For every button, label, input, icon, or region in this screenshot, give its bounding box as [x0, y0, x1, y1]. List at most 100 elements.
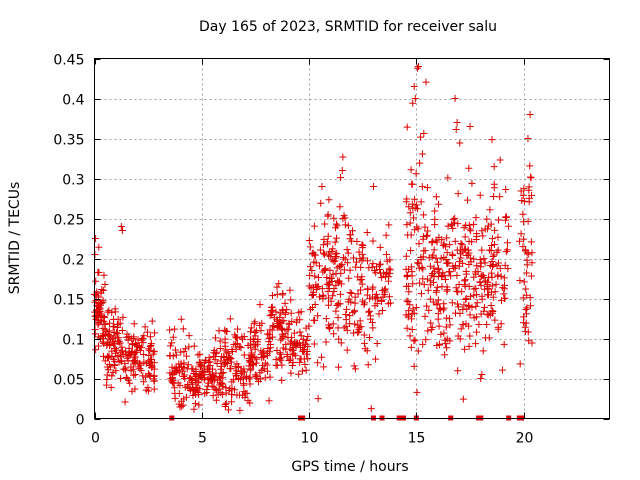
data-point [526, 111, 534, 118]
data-point [459, 321, 467, 329]
data-point [414, 259, 422, 267]
data-point [349, 227, 357, 235]
data-point [130, 371, 138, 379]
data-point [254, 336, 262, 344]
data-point [338, 167, 346, 174]
data-point [481, 303, 489, 311]
data-point [326, 325, 334, 333]
data-point [368, 285, 376, 293]
data-point [520, 218, 528, 226]
x-tick-label: 5 [198, 431, 207, 447]
data-point [346, 289, 354, 297]
data-point [222, 359, 230, 367]
data-point [180, 371, 188, 379]
data-point [526, 302, 534, 310]
data-point [318, 353, 326, 361]
data-point [480, 274, 488, 282]
data-point [108, 372, 116, 380]
data-point [454, 220, 462, 228]
data-point [112, 367, 120, 375]
data-point [198, 374, 206, 382]
data-point [331, 250, 339, 258]
data-point [411, 226, 419, 234]
data-point [253, 355, 261, 363]
data-point [333, 301, 341, 309]
y-tick-label: 0.45 [53, 53, 84, 69]
data-point [325, 301, 333, 309]
y-tick-label: 0 [76, 413, 85, 429]
data-point [416, 159, 424, 167]
data-point [194, 351, 202, 359]
data-point [446, 241, 454, 249]
data-point [488, 307, 496, 315]
data-point [190, 405, 198, 413]
data-point [216, 381, 224, 389]
data-point [275, 280, 283, 288]
data-point [477, 263, 485, 271]
data-point [122, 373, 130, 381]
data-point [92, 315, 100, 323]
data-point [457, 254, 465, 262]
data-point [252, 359, 260, 367]
data-point [234, 363, 242, 371]
data-point [332, 307, 340, 315]
data-point [436, 340, 444, 348]
data-point [119, 350, 127, 358]
data-point [310, 340, 318, 348]
data-point [377, 297, 385, 305]
data-point [230, 340, 238, 348]
data-point [333, 249, 341, 257]
data-point [197, 362, 205, 370]
data-point [373, 339, 381, 347]
data-point [111, 333, 119, 341]
data-point [296, 316, 304, 324]
data-point [465, 342, 473, 350]
data-point [496, 156, 504, 164]
data-point [195, 401, 203, 409]
data-point [354, 273, 362, 281]
data-point [472, 313, 480, 321]
data-point [221, 339, 229, 347]
data-point [497, 297, 505, 305]
data-point [355, 248, 363, 256]
grid-layer [94, 58, 610, 419]
data-point [520, 313, 528, 321]
data-point [224, 349, 232, 357]
data-point [454, 190, 462, 198]
data-point [522, 306, 530, 314]
data-point [410, 362, 418, 370]
data-point [451, 214, 459, 222]
data-point [315, 274, 323, 282]
data-point [125, 344, 133, 352]
data-point [364, 257, 372, 265]
data-point [217, 357, 225, 365]
data-point [310, 316, 318, 324]
y-axis-label: SRMTID / TECUs [7, 182, 23, 295]
data-point [494, 272, 502, 280]
data-point [233, 367, 241, 375]
data-point [241, 394, 249, 402]
data-point [237, 369, 245, 377]
data-point [246, 356, 254, 364]
data-point [458, 241, 466, 249]
data-point [502, 213, 510, 221]
data-point [182, 393, 190, 401]
data-point [468, 238, 476, 246]
data-point [378, 307, 386, 315]
data-point [460, 224, 468, 232]
data-point [252, 372, 260, 380]
data-point [461, 345, 469, 353]
data-point [240, 351, 248, 359]
data-point [337, 339, 345, 347]
data-point [414, 347, 422, 355]
data-point [131, 385, 139, 393]
data-point [413, 64, 421, 72]
data-point [109, 368, 117, 376]
data-point [359, 254, 367, 262]
data-point [345, 274, 353, 282]
data-point [246, 373, 254, 381]
data-point [417, 253, 425, 261]
data-point [351, 307, 359, 315]
data-point [433, 258, 441, 266]
data-point [470, 291, 478, 299]
